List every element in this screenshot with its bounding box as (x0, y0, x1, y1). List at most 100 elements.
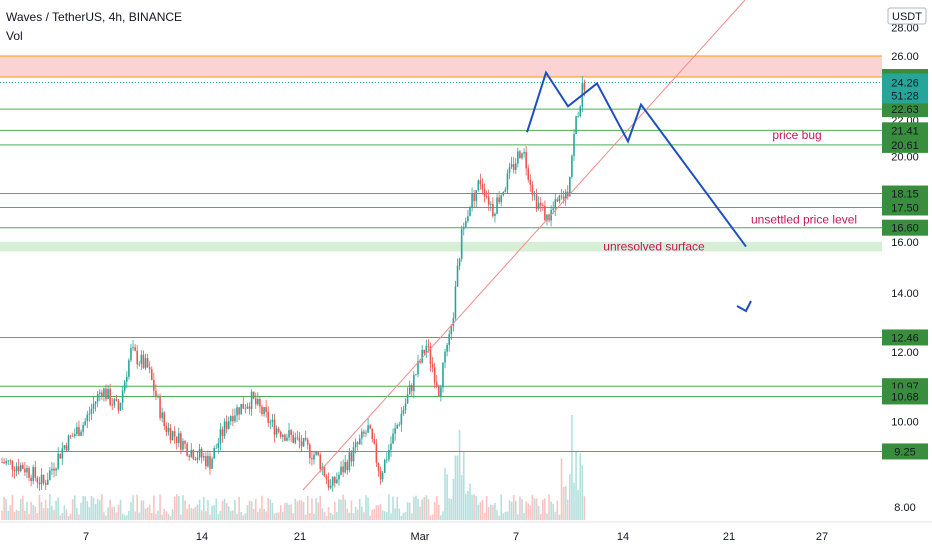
candle-body (394, 428, 396, 434)
volume-bar (485, 496, 488, 520)
candle-body (40, 474, 43, 485)
candle-body (86, 414, 89, 422)
candle-body (153, 379, 155, 391)
volume-bar (311, 498, 313, 520)
candle-body (498, 197, 500, 203)
candle-body (304, 437, 307, 440)
volume-bar (90, 495, 93, 520)
volume-bar (383, 511, 386, 520)
candle-body (390, 443, 392, 450)
candle-body (277, 428, 280, 432)
candle-body (259, 399, 261, 407)
volume-bar (521, 499, 523, 520)
candle-body (221, 429, 224, 436)
candle-body (471, 193, 473, 208)
volume-bar (144, 508, 147, 520)
candle-body (209, 455, 211, 469)
volume-bar (3, 496, 5, 520)
candle-body (490, 203, 492, 205)
candle-body (17, 466, 20, 472)
candle-body (544, 205, 546, 221)
candle-body (248, 406, 251, 409)
candle-body (329, 485, 332, 488)
volume-bar (448, 498, 450, 520)
volume-bar (142, 500, 145, 520)
candle-body (566, 191, 569, 197)
volume-bar (498, 515, 500, 520)
candle-body (123, 381, 126, 391)
candle-body (34, 467, 37, 478)
candle-body (190, 450, 193, 458)
volume-bar (431, 514, 434, 520)
candle-body (514, 163, 517, 170)
candle-body (525, 151, 527, 169)
candle-body (292, 434, 294, 443)
volume-bar (435, 496, 438, 520)
candle-body (379, 470, 382, 480)
volume-bar (223, 498, 226, 520)
candle-body (562, 196, 565, 199)
candle-body (462, 227, 465, 230)
x-tick-label: Mar (411, 531, 430, 543)
volume-bar (539, 514, 542, 520)
volume-bar (121, 513, 124, 520)
candle-body (49, 470, 51, 480)
volume-bar (230, 510, 232, 520)
volume-bar (67, 515, 70, 520)
candle-body (342, 466, 344, 473)
level-label-bg (882, 329, 928, 346)
candle-body (319, 454, 322, 470)
volume-bar (319, 496, 322, 520)
candle-body (556, 199, 559, 202)
candle-body (348, 452, 351, 471)
candle-body (404, 403, 407, 410)
candle-body (150, 369, 153, 380)
candle-body (250, 391, 253, 409)
candle-body (173, 431, 176, 437)
volume-bar (477, 504, 480, 520)
candle-body (302, 437, 305, 447)
candle-body (344, 462, 346, 473)
level-label: 20.61 (891, 140, 919, 152)
candle-body (113, 399, 116, 406)
candle-body (82, 424, 84, 432)
candle-body (539, 203, 542, 206)
y-tick-label: 28.00 (891, 23, 919, 35)
volume-bar (427, 499, 430, 520)
volume-bar (390, 513, 392, 520)
candle-body (564, 191, 567, 199)
candle-body (442, 362, 444, 388)
candle-body (569, 176, 571, 197)
y-tick-label: 12.00 (891, 347, 919, 359)
candle-body (92, 403, 95, 409)
volume-bar (483, 513, 486, 520)
candle-body (61, 448, 64, 459)
volume-bar (225, 503, 228, 520)
candle-body (560, 195, 563, 197)
candle-body (22, 464, 24, 469)
candle-body (159, 396, 161, 419)
volume-bar (517, 514, 519, 520)
candle-body (523, 151, 525, 154)
candle-body (452, 318, 455, 326)
projection-path (526, 70, 747, 248)
candle-body (571, 155, 573, 177)
volume-bar (123, 515, 126, 520)
candle-body (512, 164, 515, 170)
volume-bar (394, 508, 396, 520)
volume-bar (46, 508, 49, 520)
volume-bar (487, 507, 490, 520)
volume-bar (331, 514, 334, 520)
candle-body (450, 325, 453, 335)
candle-body (460, 229, 463, 259)
resistance-zone (0, 56, 882, 78)
candle-body (196, 457, 199, 460)
volume-bar (107, 507, 109, 520)
candle-body (311, 458, 313, 460)
candle-body (502, 192, 505, 196)
candle-body (165, 426, 168, 432)
candle-body (306, 439, 309, 445)
volume-bar (11, 494, 14, 520)
